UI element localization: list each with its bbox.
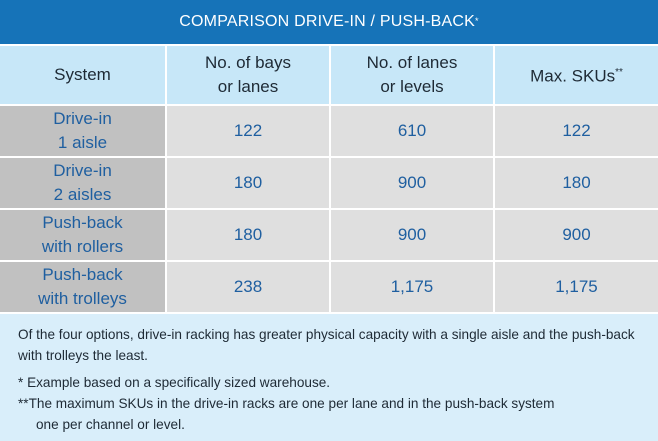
header-bays: No. of bays or lanes (165, 44, 331, 106)
table-title-text: COMPARISON DRIVE-IN / PUSH-BACK (179, 13, 475, 30)
system-name-line1: Push-back (42, 213, 123, 232)
header-skus: Max. SKUs** (493, 44, 658, 106)
skus-cell: 900 (493, 208, 658, 262)
system-name-line1: Drive-in (53, 109, 112, 128)
system-name-line2: 1 aisle (57, 133, 108, 152)
header-bays-line1: No. of bays (205, 53, 291, 72)
bays-cell: 238 (165, 260, 331, 314)
notes-section: Of the four options, drive-in racking ha… (0, 314, 658, 435)
system-cell: Drive-in 1 aisle (0, 104, 167, 158)
system-name-line2: 2 aisles (53, 185, 112, 204)
skus-cell: 1,175 (493, 260, 658, 314)
system-name-line1: Push-back (42, 265, 123, 284)
comparison-table: System No. of bays or lanes No. of lanes… (0, 44, 658, 314)
bays-cell: 122 (165, 104, 331, 158)
lanes-cell: 1,175 (329, 260, 495, 314)
footnote-max-skus: **The maximum SKUs in the drive-in racks… (18, 393, 640, 435)
header-bays-line2: or lanes (217, 77, 279, 96)
lanes-cell: 900 (329, 156, 495, 210)
header-lanes-line2: or levels (380, 77, 444, 96)
summary-text: Of the four options, drive-in racking ha… (18, 327, 635, 363)
header-skus-marker: ** (615, 67, 623, 79)
header-skus-label: Max. SKUs (530, 66, 616, 86)
system-cell: Push-back with trolleys (0, 260, 167, 314)
header-lanes-line1: No. of lanes (366, 53, 458, 72)
table-title-marker: * (475, 16, 479, 26)
footnote-example: * Example based on a specifically sized … (18, 375, 331, 390)
skus-cell: 122 (493, 104, 658, 158)
header-system-label: System (54, 65, 111, 84)
footnote-max-skus-line2: one per channel or level. (36, 417, 185, 432)
bays-cell: 180 (165, 156, 331, 210)
lanes-cell: 900 (329, 208, 495, 262)
system-cell: Push-back with rollers (0, 208, 167, 262)
header-row: System No. of bays or lanes No. of lanes… (0, 44, 658, 106)
table-row: Push-back with rollers 180 900 900 (0, 208, 658, 262)
header-system: System (0, 44, 167, 106)
table-row: Drive-in 1 aisle 122 610 122 (0, 104, 658, 158)
system-name-line2: with trolleys (38, 289, 127, 308)
table-row: Drive-in 2 aisles 180 900 180 (0, 156, 658, 210)
bays-cell: 180 (165, 208, 331, 262)
table-title: COMPARISON DRIVE-IN / PUSH-BACK * (0, 0, 658, 44)
system-name-line1: Drive-in (53, 161, 112, 180)
system-name-line2: with rollers (41, 237, 124, 256)
footnote-max-skus-line1: **The maximum SKUs in the drive-in racks… (18, 396, 555, 411)
table-row: Push-back with trolleys 238 1,175 1,175 (0, 260, 658, 314)
header-lanes: No. of lanes or levels (329, 44, 495, 106)
lanes-cell: 610 (329, 104, 495, 158)
system-cell: Drive-in 2 aisles (0, 156, 167, 210)
skus-cell: 180 (493, 156, 658, 210)
